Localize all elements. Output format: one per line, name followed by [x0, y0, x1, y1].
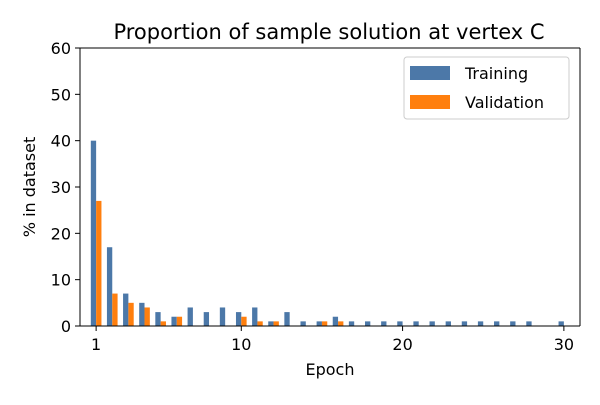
y-tick-label-60: 60 — [51, 39, 71, 58]
bar-training-26 — [494, 321, 500, 326]
y-tick-label-30: 30 — [51, 178, 71, 197]
x-tick-label-10: 10 — [231, 335, 251, 354]
bar-validation-11 — [257, 321, 263, 326]
bar-validation-5 — [160, 321, 166, 326]
bar-training-4 — [139, 302, 145, 326]
bar-training-14 — [300, 321, 306, 326]
bar-training-24 — [461, 321, 468, 326]
bar-training-22 — [429, 321, 435, 326]
axes-group: 0 10 20 30 40 50 60 1 10 20 30 — [51, 39, 581, 354]
bar-training-27 — [510, 321, 516, 326]
bar-validation-2 — [112, 293, 118, 326]
bar-training-5 — [155, 312, 161, 326]
bar-training-8 — [203, 312, 210, 326]
bar-training-1 — [90, 140, 97, 326]
bar-training-10 — [235, 312, 242, 326]
legend-label-training: Training — [464, 64, 528, 83]
bar-validation-1 — [96, 200, 102, 326]
bar-training-30 — [558, 321, 564, 326]
bar-training-13 — [284, 312, 290, 326]
y-tick-label-40: 40 — [51, 132, 71, 151]
bar-training-12 — [268, 321, 274, 326]
legend: Training Validation — [403, 56, 570, 120]
y-tick-label-10: 10 — [51, 271, 71, 290]
bar-training-15 — [316, 321, 322, 326]
legend-label-validation: Validation — [465, 93, 544, 112]
legend-swatch-validation — [410, 95, 450, 109]
y-tick-label-0: 0 — [61, 317, 71, 336]
x-tick-label-1: 1 — [91, 335, 101, 354]
y-tick-label-50: 50 — [51, 85, 71, 104]
x-tick-label-20: 20 — [392, 335, 412, 354]
legend-swatch-training — [410, 66, 450, 80]
bar-training-2 — [106, 247, 113, 326]
y-axis-label: % in dataset — [20, 137, 39, 237]
bar-training-7 — [187, 307, 193, 326]
x-axis-label: Epoch — [306, 360, 355, 379]
bar-training-6 — [171, 316, 177, 326]
bar-training-9 — [219, 307, 226, 326]
bar-training-18 — [365, 321, 371, 326]
bar-validation-12 — [273, 321, 279, 326]
bar-validation-4 — [144, 307, 150, 326]
bar-validation-6 — [176, 316, 183, 326]
y-tick-label-20: 20 — [51, 224, 71, 243]
bar-training-19 — [381, 321, 387, 326]
bar-training-17 — [348, 321, 355, 326]
x-tick-label-30: 30 — [554, 335, 574, 354]
bar-training-23 — [445, 321, 451, 326]
bar-training-16 — [332, 316, 339, 326]
bar-validation-3 — [128, 302, 134, 326]
bar-training-3 — [123, 293, 129, 326]
chart-title: Proportion of sample solution at vertex … — [113, 20, 544, 44]
bars-group — [90, 140, 564, 326]
bar-training-21 — [413, 321, 419, 326]
bar-validation-15 — [321, 321, 328, 326]
bar-validation-10 — [241, 316, 247, 326]
bar-validation-16 — [338, 321, 344, 326]
bar-training-20 — [397, 321, 403, 326]
bar-training-25 — [477, 321, 484, 326]
bar-training-28 — [526, 321, 532, 326]
bar-training-11 — [252, 307, 258, 326]
